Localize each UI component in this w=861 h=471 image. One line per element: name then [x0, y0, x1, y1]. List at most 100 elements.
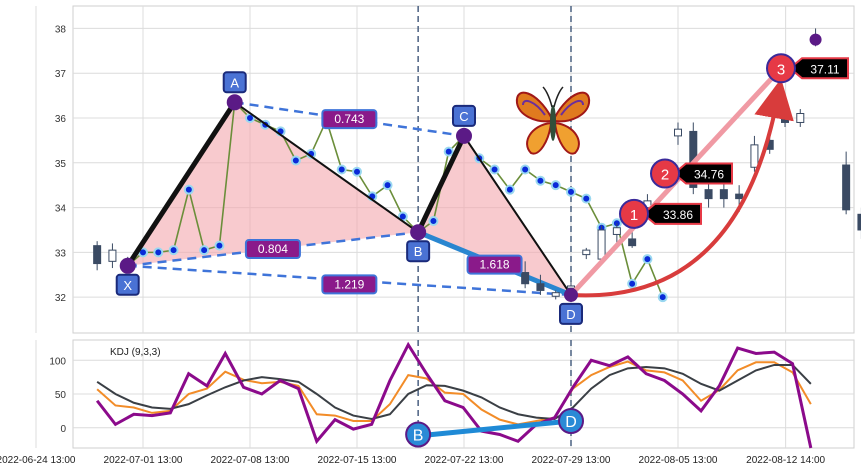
price-y-tick-labels: 32 33 34 35 36 37 38: [55, 24, 67, 304]
kdj-points: BD: [405, 408, 584, 448]
price-point: [183, 184, 194, 195]
target-circle: [619, 198, 649, 229]
kdj-y-tick-labels: 0 50 100: [49, 356, 66, 435]
candle-body: [719, 189, 728, 200]
price-point: [443, 146, 454, 157]
pattern-point-A: [226, 94, 243, 111]
candle-body: [612, 227, 621, 235]
x-tick-label: 2022-06-24 13:00: [0, 455, 76, 466]
pattern-point-X: [119, 257, 136, 274]
x-tick-label: 2022-07-22 13:00: [425, 455, 504, 466]
target-value-tag: [641, 202, 702, 225]
candle-body: [93, 245, 102, 265]
ratio-label: 1.219: [334, 277, 364, 291]
candle-body: [781, 108, 789, 123]
candle-body: [674, 128, 682, 137]
x-tick-label: 2022-08-12 14:00: [746, 455, 825, 466]
price-point: [535, 175, 546, 186]
pattern-legs: [125, 100, 572, 296]
price-point: [153, 247, 164, 258]
price-y-tick-label: 36: [55, 114, 67, 125]
ratio-line-XB: [127, 230, 419, 268]
candle-body: [750, 144, 759, 168]
price-y-tick-label: 38: [55, 24, 67, 35]
target-projection: 33.86 1 34.76 2 37.11 3: [569, 33, 849, 298]
candle-body: [628, 238, 637, 247]
price-point: [566, 186, 576, 197]
price-point: [352, 166, 362, 177]
kdj-y-tick-label: 0: [60, 424, 66, 435]
pattern-label-box: [559, 302, 583, 325]
target-circle: [650, 158, 680, 189]
projection-arrow: [570, 78, 794, 298]
kdj-y-tick-label: 50: [55, 390, 67, 401]
target-circle: [766, 53, 796, 84]
pattern-label: C: [459, 109, 468, 124]
target-value: 37.11: [810, 62, 839, 76]
price-point: [214, 240, 225, 251]
pattern-point-B: [410, 224, 427, 241]
x-tick-label: 2022-07-08 13:00: [211, 455, 290, 466]
pattern-label-box: [222, 71, 247, 94]
butterfly-body: [550, 105, 556, 141]
butterfly-right-upper-wing: [554, 91, 591, 123]
kdj-line-K: [96, 360, 812, 426]
price-point: [168, 245, 179, 256]
price-point: [642, 254, 653, 265]
kdj-line-D: [96, 363, 812, 420]
kdj-y-tick-label: 100: [49, 356, 66, 367]
ratio-label: 0.804: [258, 242, 288, 256]
leg-AB: [234, 101, 419, 234]
price-y-tick-label: 35: [55, 159, 67, 170]
target-value: 33.86: [663, 208, 693, 222]
latest-price-marker: [809, 33, 822, 46]
candle-body: [567, 285, 575, 289]
candle-body: [551, 292, 560, 297]
target-value: 34.76: [694, 168, 724, 182]
butterfly-antennae: [542, 86, 564, 108]
x-tick-label: 2022-07-29 13:00: [532, 455, 611, 466]
price-y-tick-label: 37: [55, 69, 67, 80]
kdj-lines: [95, 341, 813, 449]
candle-body: [704, 189, 713, 200]
kdj-point-label: D: [565, 414, 577, 431]
pattern-label: B: [414, 244, 423, 259]
price-point: [657, 292, 668, 303]
candle-body: [796, 113, 805, 123]
kdj-bd-line: [417, 418, 572, 439]
pattern-label-box: [452, 104, 476, 127]
pattern-label: X: [123, 278, 132, 293]
pattern-label-box: [115, 273, 140, 296]
candle-body: [597, 229, 606, 260]
ratio-line-AC: [234, 101, 465, 138]
butterfly-left-lower-wing: [526, 121, 553, 155]
price-y-tick-label: 34: [55, 204, 67, 215]
ratio-box: [466, 254, 523, 275]
pattern-label: A: [230, 75, 239, 90]
ratio-label: 0.743: [334, 112, 364, 126]
x-tick-label: 2022-07-01 13:00: [104, 455, 183, 466]
target-value-tag: [672, 162, 733, 185]
kdj-line-J: [95, 341, 813, 449]
candle-body: [842, 164, 851, 211]
x-tick-label: 2022-07-15 13:00: [318, 455, 397, 466]
price-point: [550, 180, 561, 191]
price-y-tick-label: 33: [55, 248, 67, 259]
candle-body: [857, 213, 861, 231]
price-point: [504, 184, 515, 195]
candle-body: [536, 283, 545, 291]
price-point: [581, 193, 592, 204]
kdj-point-label: B: [413, 428, 424, 445]
pattern-label: D: [566, 307, 575, 322]
butterfly-icon: [515, 86, 591, 155]
leg-XA: [125, 100, 237, 268]
pattern-point-C: [456, 127, 472, 144]
ratio-label: 1.618: [480, 258, 510, 272]
candle-body: [108, 249, 117, 262]
leg-CD: [463, 135, 572, 296]
candle-body: [735, 193, 744, 200]
x-tick-labels: 2022-06-24 13:00 2022-07-01 13:00 2022-07-…: [0, 455, 826, 466]
candle-body: [582, 249, 591, 256]
